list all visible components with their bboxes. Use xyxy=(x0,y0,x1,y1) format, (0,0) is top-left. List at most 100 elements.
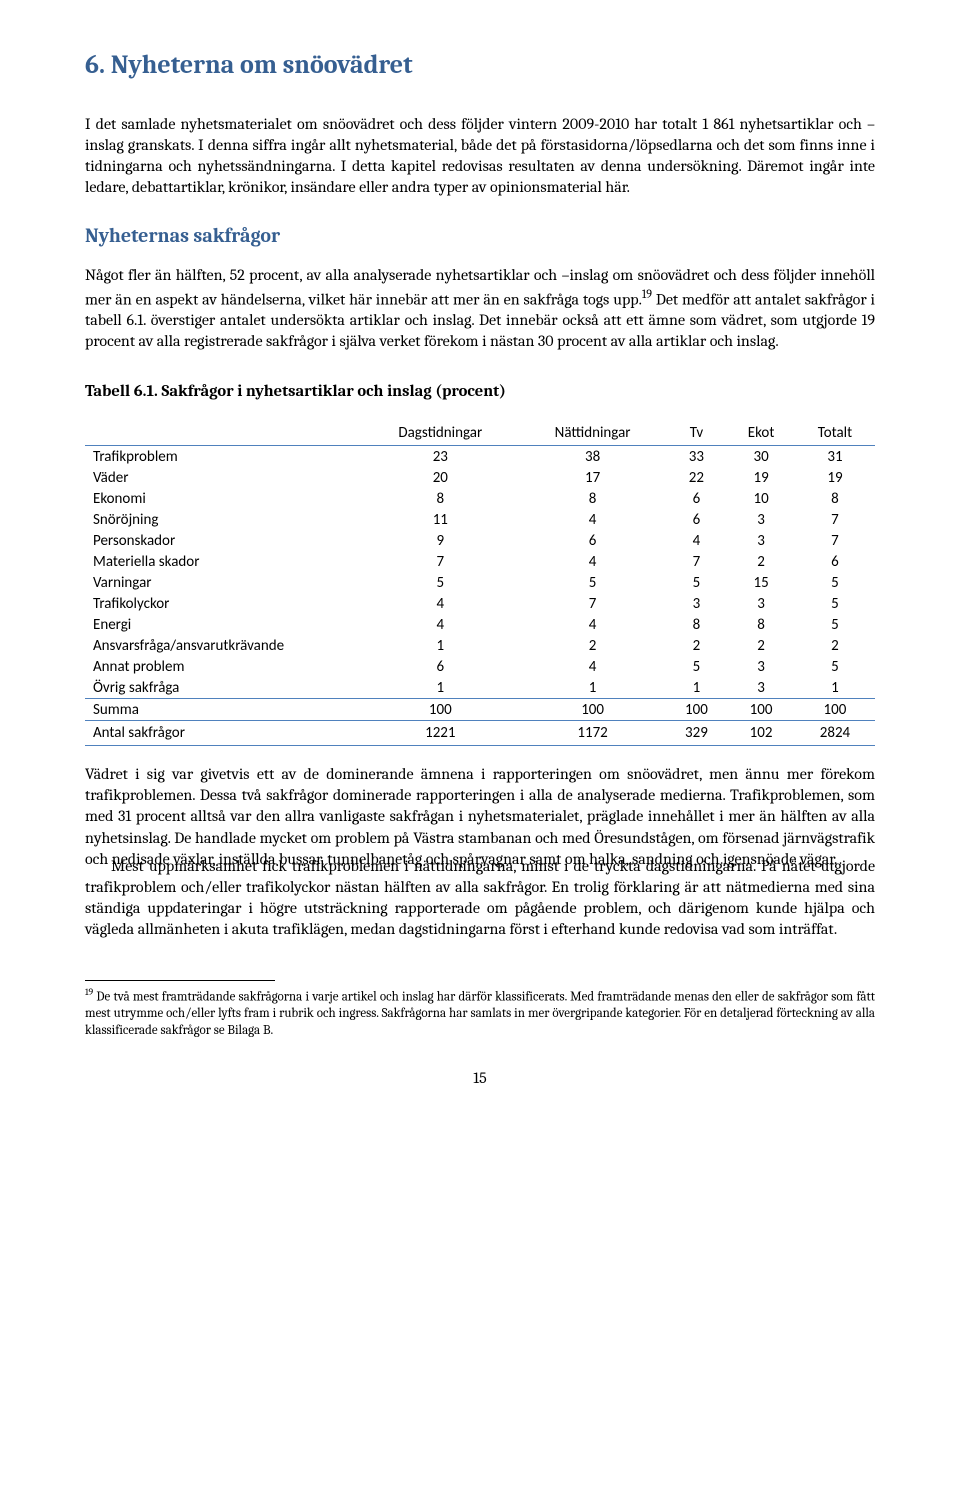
table-cell: 100 xyxy=(795,699,875,721)
col-header xyxy=(85,421,361,446)
page-number: 15 xyxy=(85,1069,875,1087)
table-row: Trafikolyckor47335 xyxy=(85,593,875,614)
table-row: Annat problem64535 xyxy=(85,656,875,677)
table-cell: Energi xyxy=(85,614,361,635)
footnote-body: De två mest framträdande sakfrågorna i v… xyxy=(85,990,875,1038)
table-title: Tabell 6.1. Sakfrågor i nyhetsartiklar o… xyxy=(85,382,875,401)
table-cell: 329 xyxy=(666,721,728,746)
table-cell: 5 xyxy=(795,656,875,677)
table-cell: 2824 xyxy=(795,721,875,746)
table-row: Snöröjning114637 xyxy=(85,509,875,530)
table-cell: 6 xyxy=(520,530,666,551)
table-cell: 2 xyxy=(795,635,875,656)
table-cell: 6 xyxy=(795,551,875,572)
table-cell: Annat problem xyxy=(85,656,361,677)
data-table: Dagstidningar Nättidningar Tv Ekot Total… xyxy=(85,421,875,746)
table-cell: 17 xyxy=(520,467,666,488)
table-cell: 31 xyxy=(795,446,875,468)
table-cell: Summa xyxy=(85,699,361,721)
col-header: Dagstidningar xyxy=(361,421,520,446)
table-cell: Väder xyxy=(85,467,361,488)
table-cell: 3 xyxy=(727,593,795,614)
table-cell: 5 xyxy=(795,614,875,635)
table-cell: 4 xyxy=(520,656,666,677)
table-cell: Materiella skador xyxy=(85,551,361,572)
table-cell: 4 xyxy=(520,509,666,530)
table-cell: Ekonomi xyxy=(85,488,361,509)
table-cell: 100 xyxy=(361,699,520,721)
table-cell: 5 xyxy=(666,656,728,677)
table-cell: Övrig sakfråga xyxy=(85,677,361,699)
table-cell: 11 xyxy=(361,509,520,530)
table-cell: 8 xyxy=(666,614,728,635)
table-cell: 2 xyxy=(727,635,795,656)
table-cell: 7 xyxy=(361,551,520,572)
table-cell: 19 xyxy=(727,467,795,488)
table-cell: 2 xyxy=(520,635,666,656)
table-cell: 6 xyxy=(361,656,520,677)
table-cell: Varningar xyxy=(85,572,361,593)
table-cell: 30 xyxy=(727,446,795,468)
table-cell: 22 xyxy=(666,467,728,488)
table-cell: 9 xyxy=(361,530,520,551)
table-row: Personskador96437 xyxy=(85,530,875,551)
table-cell: 3 xyxy=(727,530,795,551)
table-cell: 4 xyxy=(361,614,520,635)
table-row: Väder2017221919 xyxy=(85,467,875,488)
table-cell: 5 xyxy=(520,572,666,593)
table-row: Ansvarsfråga/ansvarutkrävande12222 xyxy=(85,635,875,656)
table-cell: 8 xyxy=(727,614,795,635)
table-sum-row: Summa100100100100100 xyxy=(85,699,875,721)
col-header: Ekot xyxy=(727,421,795,446)
table-cell: 3 xyxy=(727,677,795,699)
table-cell: 1 xyxy=(795,677,875,699)
table-cell: Trafikproblem xyxy=(85,446,361,468)
table-cell: 7 xyxy=(520,593,666,614)
table-cell: 100 xyxy=(727,699,795,721)
table-cell: Snöröjning xyxy=(85,509,361,530)
table-cell: 5 xyxy=(361,572,520,593)
footnote-rule xyxy=(85,980,275,981)
table-cell: 20 xyxy=(361,467,520,488)
table-cell: 3 xyxy=(727,509,795,530)
document-page: 6. Nyheterna om snöovädret I det samlade… xyxy=(0,0,960,1127)
table-cell: 1221 xyxy=(361,721,520,746)
table-cell: 38 xyxy=(520,446,666,468)
table-cell: 3 xyxy=(666,593,728,614)
table-cell: 8 xyxy=(795,488,875,509)
table-total-row: Antal sakfrågor122111723291022824 xyxy=(85,721,875,746)
table-cell: 5 xyxy=(666,572,728,593)
table-cell: Personskador xyxy=(85,530,361,551)
table-row: Materiella skador74726 xyxy=(85,551,875,572)
table-cell: 2 xyxy=(727,551,795,572)
table-cell: Trafikolyckor xyxy=(85,593,361,614)
paragraph-3: Vädret i sig var givetvis ett av de domi… xyxy=(85,764,875,870)
table-cell: 10 xyxy=(727,488,795,509)
table-cell: 2 xyxy=(666,635,728,656)
footnote-ref: 19 xyxy=(642,287,652,301)
table-header-row: Dagstidningar Nättidningar Tv Ekot Total… xyxy=(85,421,875,446)
table-cell: Ansvarsfråga/ansvarutkrävande xyxy=(85,635,361,656)
table-row: Ekonomi886108 xyxy=(85,488,875,509)
table-cell: 102 xyxy=(727,721,795,746)
table-cell: 19 xyxy=(795,467,875,488)
paragraph-4: Mest uppmärksamhet fick trafikproblemen … xyxy=(85,856,875,940)
table-row: Övrig sakfråga11131 xyxy=(85,677,875,699)
paragraph-2: Något fler än hälften, 52 procent, av al… xyxy=(85,265,875,352)
table-cell: 4 xyxy=(361,593,520,614)
table-row: Varningar555155 xyxy=(85,572,875,593)
col-header: Totalt xyxy=(795,421,875,446)
footnote-text: 19 De två mest framträdande sakfrågorna … xyxy=(85,987,875,1039)
table-row: Trafikproblem2338333031 xyxy=(85,446,875,468)
table-row: Energi44885 xyxy=(85,614,875,635)
table-cell: 7 xyxy=(666,551,728,572)
col-header: Nättidningar xyxy=(520,421,666,446)
table-cell: 23 xyxy=(361,446,520,468)
table-cell: 1 xyxy=(361,635,520,656)
table-cell: 100 xyxy=(666,699,728,721)
table-cell: 15 xyxy=(727,572,795,593)
intro-paragraph: I det samlade nyhetsmaterialet om snöovä… xyxy=(85,114,875,198)
table-cell: 7 xyxy=(795,509,875,530)
table-cell: Antal sakfrågor xyxy=(85,721,361,746)
table-cell: 8 xyxy=(361,488,520,509)
